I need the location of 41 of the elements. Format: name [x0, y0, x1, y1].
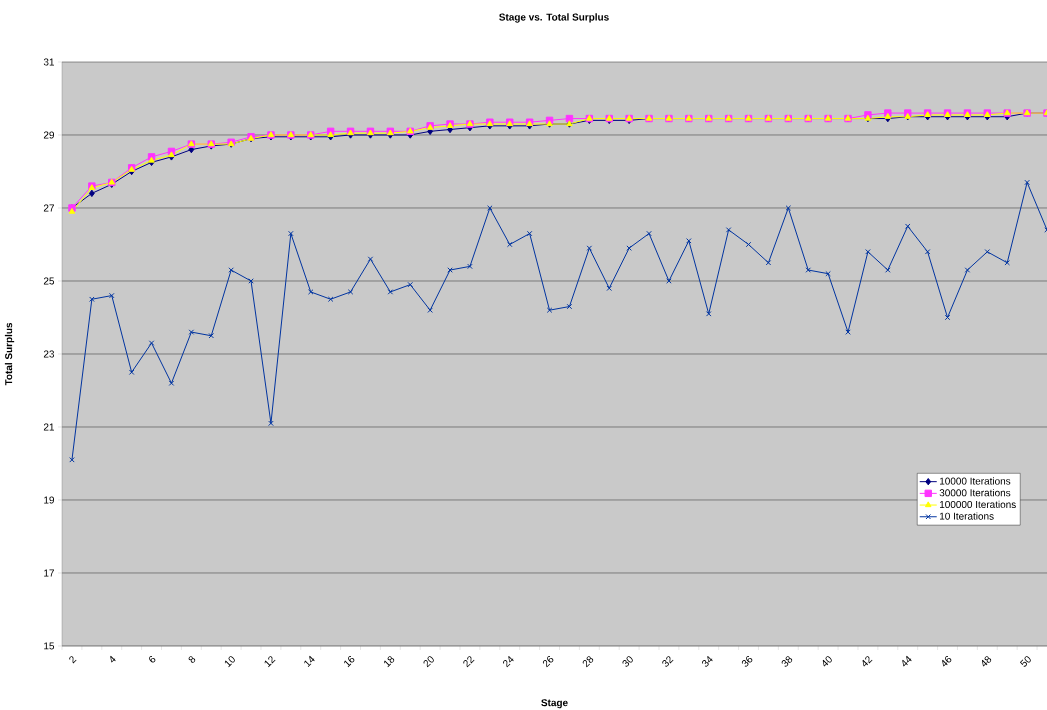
y-tick-label: 29: [43, 131, 55, 139]
x-tick-label: 2: [69, 656, 77, 664]
x-tick-label: 10: [224, 656, 235, 668]
y-tick-label: 23: [43, 350, 55, 358]
legend-label: 30000 Iterations: [939, 489, 1011, 497]
y-tick-label: 31: [43, 58, 55, 66]
x-axis-title: Stage: [541, 699, 568, 709]
x-tick-label: 34: [702, 655, 713, 667]
x-tick-label: 46: [942, 656, 952, 667]
x-tick-label: 20: [423, 656, 434, 668]
x-tick-label: 42: [862, 656, 873, 667]
y-tick-label: 17: [44, 569, 54, 577]
x-tick-label: 38: [781, 656, 793, 667]
x-tick-label: 26: [542, 656, 554, 668]
legend-label: 10 Iterations: [940, 512, 994, 520]
x-tick-label: 48: [981, 656, 992, 667]
x-tick-label: 22: [463, 656, 475, 668]
x-tick-label: 6: [149, 656, 156, 663]
y-tick-label: 19: [44, 496, 55, 504]
chart-title: Stage vs. Total Surplus: [499, 13, 609, 23]
x-tick-label: 4: [110, 655, 116, 663]
y-tick-label: 21: [43, 423, 55, 431]
y-tick-label: 15: [44, 642, 55, 650]
y-axis-title: Total Surplus: [4, 322, 15, 386]
x-tick-label: 32: [662, 656, 674, 667]
x-tick-label: 40: [822, 656, 832, 667]
x-tick-label: 8: [188, 656, 196, 663]
x-tick-label: 18: [384, 656, 395, 668]
x-tick-label: 36: [741, 656, 753, 667]
x-tick-label: 16: [344, 656, 355, 668]
y-tick-label: 27: [43, 204, 54, 212]
x-tick-label: 30: [622, 656, 633, 667]
legend-label: 10000 Iterations: [940, 477, 1011, 485]
x-tick-label: 24: [503, 655, 514, 668]
x-tick-label: 14: [304, 655, 315, 668]
x-tick-label: 44: [902, 655, 912, 667]
x-tick-label: 28: [582, 656, 594, 668]
x-tick-label: 50: [1019, 656, 1031, 667]
x-tick-label: 12: [264, 656, 276, 668]
legend-label: 100000 Iterations: [940, 500, 1016, 509]
y-tick-label: 25: [43, 277, 55, 285]
